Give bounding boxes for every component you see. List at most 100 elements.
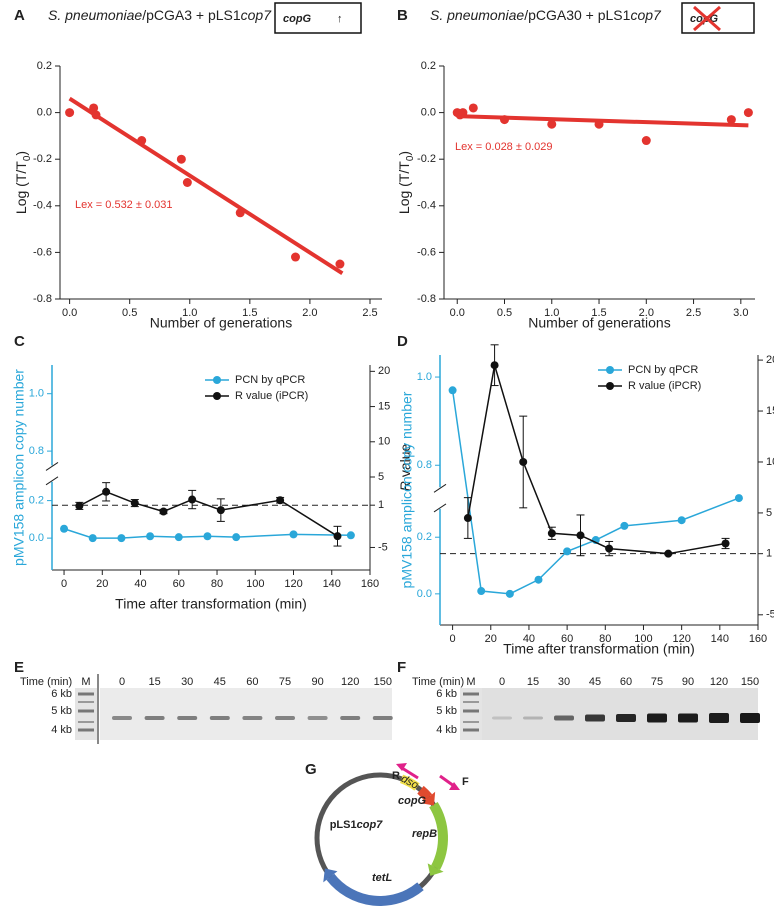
lane-label: 60 bbox=[620, 676, 632, 688]
data-point bbox=[726, 115, 736, 125]
annotation: Lex = 0.532 ± 0.031 bbox=[75, 199, 172, 211]
axis-break bbox=[433, 503, 447, 513]
x-tick-label: 160 bbox=[361, 578, 379, 590]
primer-label: F bbox=[462, 776, 469, 788]
x-tick-label: 120 bbox=[672, 633, 690, 645]
data-point bbox=[88, 534, 97, 543]
lane-label: 45 bbox=[214, 676, 226, 688]
data-point bbox=[743, 108, 753, 118]
chart-title-part: S. pneumoniae bbox=[430, 7, 524, 23]
dso-site bbox=[399, 774, 420, 791]
gel-marker-label: M bbox=[81, 676, 90, 688]
y2-tick-label: 15 bbox=[766, 405, 774, 417]
data-point bbox=[290, 252, 300, 262]
data-point bbox=[188, 495, 197, 504]
x-axis-label: Number of generations bbox=[528, 315, 670, 331]
gel bbox=[100, 688, 392, 740]
x-tick-label: 2.5 bbox=[686, 307, 701, 319]
x-tick-label: 1.0 bbox=[182, 307, 197, 319]
badge-box bbox=[274, 2, 362, 34]
chart-title-part: /pCGA3 + pLS1 bbox=[142, 7, 241, 23]
panel-label: A bbox=[14, 7, 25, 24]
data-point bbox=[547, 119, 557, 129]
data-point bbox=[102, 487, 111, 496]
y-tick-label: 0.0 bbox=[29, 532, 44, 544]
gel-band bbox=[492, 716, 512, 720]
lane-label: 120 bbox=[341, 676, 359, 688]
data-point bbox=[721, 539, 730, 548]
x-tick-label: 100 bbox=[246, 578, 264, 590]
data-point bbox=[519, 457, 528, 466]
y2-tick-label: -5 bbox=[766, 609, 774, 621]
size-label: 6 kb bbox=[51, 688, 72, 700]
ladder-band bbox=[463, 721, 479, 723]
size-label: 4 kb bbox=[436, 724, 457, 736]
y-tick-label: 0.2 bbox=[29, 495, 44, 507]
x-tick-label: 0 bbox=[450, 633, 456, 645]
y2-tick-label: 20 bbox=[378, 365, 390, 377]
primer-label: R bbox=[392, 770, 400, 782]
gel-marker-lane bbox=[75, 688, 97, 740]
badge-text: copG bbox=[283, 13, 312, 25]
x-axis-label: Time after transformation (min) bbox=[503, 641, 695, 657]
y-tick-label: -0.6 bbox=[33, 246, 52, 258]
lane-label: 30 bbox=[558, 676, 570, 688]
x-tick-label: 1.5 bbox=[591, 307, 606, 319]
x-tick-label: 140 bbox=[711, 633, 729, 645]
y-axis-label-part: ) bbox=[396, 151, 412, 156]
lane-label: 90 bbox=[682, 676, 694, 688]
x-tick-label: 40 bbox=[134, 578, 146, 590]
legend-marker bbox=[606, 382, 614, 390]
gel-band bbox=[616, 714, 636, 722]
y-tick-label: -0.4 bbox=[33, 200, 52, 212]
primer-r bbox=[401, 766, 419, 780]
ladder-band bbox=[463, 728, 479, 732]
data-point bbox=[89, 103, 99, 113]
lane-label: 45 bbox=[589, 676, 601, 688]
gel-band bbox=[275, 716, 295, 720]
series-line bbox=[467, 364, 726, 555]
data-point bbox=[159, 507, 168, 516]
gel-band bbox=[177, 716, 198, 720]
data-point bbox=[182, 178, 192, 187]
ladder-band bbox=[78, 709, 94, 713]
y2-tick-label: 5 bbox=[766, 507, 772, 519]
x-tick-label: 80 bbox=[599, 633, 611, 645]
data-point bbox=[594, 119, 604, 129]
size-label: 5 kb bbox=[436, 705, 457, 717]
data-point bbox=[605, 544, 614, 553]
legend-marker bbox=[606, 366, 614, 374]
data-point bbox=[91, 110, 101, 120]
data-point bbox=[576, 531, 585, 540]
gel-marker-lane bbox=[460, 688, 482, 740]
data-point bbox=[563, 547, 572, 556]
y-tick-label: 0.2 bbox=[37, 60, 52, 72]
data-point bbox=[499, 115, 509, 125]
data-point bbox=[734, 494, 743, 503]
plasmid-name-part: pLS1 bbox=[330, 819, 357, 831]
tetl-gene bbox=[326, 873, 424, 906]
data-point bbox=[448, 386, 457, 395]
data-point bbox=[458, 108, 468, 118]
x-tick-label: 1.0 bbox=[544, 307, 559, 319]
gel-band bbox=[209, 716, 230, 720]
series-line bbox=[78, 490, 338, 537]
x-axis-label: Number of generations bbox=[150, 315, 292, 331]
gel-band bbox=[307, 716, 328, 720]
y-tick-label: 0.0 bbox=[37, 107, 52, 119]
plasmid-name-part: cop7 bbox=[357, 819, 384, 831]
y-tick-label: 0.8 bbox=[29, 445, 44, 457]
x-tick-label: 0 bbox=[61, 578, 67, 590]
lane-label: 150 bbox=[741, 676, 759, 688]
y2-axis-label: Rvalue bbox=[397, 443, 413, 491]
data-point bbox=[137, 136, 147, 146]
data-point bbox=[130, 499, 139, 508]
x-tick-label: 120 bbox=[284, 578, 302, 590]
y-axis-label-part: Log (T/T bbox=[396, 161, 412, 214]
data-point bbox=[174, 533, 183, 542]
gel-band bbox=[523, 716, 543, 720]
x-tick-label: 60 bbox=[561, 633, 573, 645]
legend-marker bbox=[213, 392, 221, 400]
y-tick-label: 0.0 bbox=[421, 107, 436, 119]
